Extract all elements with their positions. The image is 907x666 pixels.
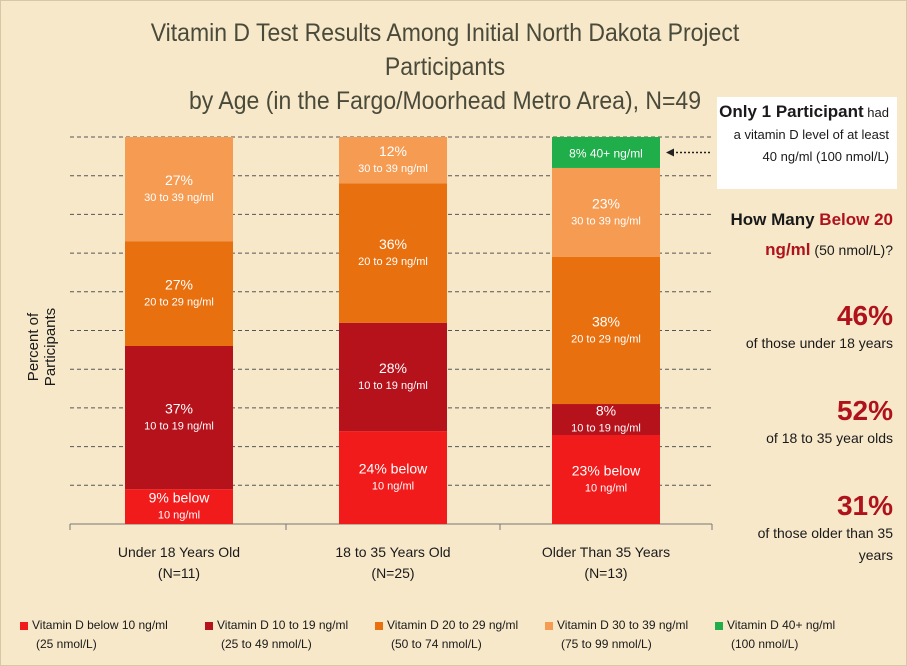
callout-line1-rest: had — [863, 105, 889, 120]
chart-title: Vitamin D Test Results Among Initial Nor… — [91, 16, 799, 118]
bar-segment — [552, 137, 660, 168]
data-label-range: 30 to 39 ng/ml — [144, 192, 214, 204]
data-label-pct: 28% — [379, 360, 407, 376]
stat-over-35: 31% of those older than 35 years — [743, 490, 893, 566]
bar-segment — [339, 322, 447, 432]
stat-pct: 52% — [836, 395, 893, 426]
data-label-pct: 38% — [592, 314, 620, 330]
bar-segment — [339, 183, 447, 323]
legend-item-20-29: Vitamin D 20 to 29 ng/ml (50 to 74 nmol/… — [375, 616, 518, 654]
question-line2-rest: (50 nmol/L)? — [810, 242, 893, 258]
data-label-range: 30 to 39 ng/ml — [571, 215, 641, 227]
legend-swatch — [20, 621, 28, 630]
legend-item-below-10: Vitamin D below 10 ng/ml (25 nmol/L) — [20, 616, 168, 654]
legend-swatch — [375, 621, 383, 630]
data-label-pct: 8% — [596, 403, 616, 419]
stat-18-35: 52% of 18 to 35 year olds — [766, 395, 893, 449]
legend-swatch — [205, 621, 213, 630]
legend-item-30-39: Vitamin D 30 to 39 ng/ml (75 to 99 nmol/… — [545, 616, 688, 654]
legend-unit: (100 nmol/L) — [731, 637, 799, 651]
callout-strong: Only 1 Participant — [719, 102, 864, 121]
data-label-pct: 9% below — [149, 490, 211, 506]
data-label-pct: 23% below — [572, 462, 641, 478]
legend-label: Vitamin D below 10 ng/ml — [32, 618, 168, 632]
data-label-pct: 36% — [379, 236, 407, 252]
data-label-range: 10 to 19 ng/ml — [358, 380, 428, 392]
legend-unit: (50 to 74 nmol/L) — [391, 637, 482, 651]
bar-segment — [125, 489, 233, 524]
legend-swatch — [545, 621, 553, 630]
legend-label: Vitamin D 10 to 19 ng/ml — [217, 618, 349, 632]
data-label-pct: 12% — [379, 143, 407, 159]
legend-unit: (25 to 49 nmol/L) — [221, 637, 312, 651]
question-part1: How Many — [730, 210, 820, 229]
bar-segment — [552, 256, 660, 405]
x-category-name: Under 18 Years Old — [117, 544, 241, 560]
legend-swatch — [715, 621, 723, 630]
bar-segment — [125, 345, 233, 490]
legend-label: Vitamin D 40+ ng/ml — [727, 618, 836, 632]
legend-unit: (25 nmol/L) — [36, 637, 97, 651]
data-label-pct: 24% below — [359, 461, 428, 477]
question-red: Below 20 — [819, 210, 893, 229]
question-line2-red: ng/ml — [765, 240, 811, 259]
legend-label: Vitamin D 30 to 39 ng/ml — [557, 618, 689, 632]
x-category-n: (N=13) — [584, 565, 628, 581]
bar-segment — [125, 241, 233, 346]
stat-pct: 46% — [836, 300, 893, 331]
callout-arrow-head — [666, 148, 674, 157]
x-category-name: 18 to 35 Years Old — [335, 544, 451, 560]
legend-label: Vitamin D 20 to 29 ng/ml — [387, 618, 519, 632]
data-label-range: 10 ng/ml — [158, 510, 200, 522]
bar-segment — [552, 167, 660, 257]
x-category-n: (N=11) — [157, 565, 201, 581]
callout-line2: a vitamin D level of at least — [733, 127, 889, 142]
bar-segment — [125, 137, 233, 242]
data-label-pct: 23% — [592, 195, 620, 211]
title-line-1: Vitamin D Test Results Among Initial Nor… — [150, 19, 740, 81]
data-label-range: 20 to 29 ng/ml — [358, 256, 428, 268]
data-label-range: 20 to 29 ng/ml — [144, 297, 214, 309]
bar-segment — [552, 404, 660, 435]
legend-item-10-19: Vitamin D 10 to 19 ng/ml (25 to 49 nmol/… — [205, 616, 348, 654]
stat-pct: 31% — [836, 490, 893, 521]
bar-segment — [339, 137, 447, 184]
stat-desc: of those older than 35 years — [757, 525, 893, 563]
question-block: How Many Below 20 ng/ml (50 nmol/L)? — [731, 205, 894, 265]
data-label-range: 10 to 19 ng/ml — [571, 423, 641, 435]
x-category-under-18: Under 18 Years Old (N=11) — [89, 542, 269, 584]
callout-box: Only 1 Participant had a vitamin D level… — [717, 97, 897, 189]
x-category-18-35: 18 to 35 Years Old (N=25) — [303, 542, 483, 584]
data-label-range: 10 to 19 ng/ml — [144, 421, 214, 433]
data-label-range: 10 ng/ml — [372, 481, 414, 493]
x-category-over-35: Older Than 35 Years (N=13) — [516, 542, 696, 584]
legend-item-40-plus: Vitamin D 40+ ng/ml (100 nmol/L) — [715, 616, 835, 654]
stat-desc: of those under 18 years — [745, 335, 893, 351]
title-line-2: by Age (in the Fargo/Moorhead Metro Area… — [188, 87, 702, 115]
data-label-pct: 27% — [165, 277, 193, 293]
data-label-range: 10 ng/ml — [585, 482, 627, 494]
stat-desc: of 18 to 35 year olds — [766, 430, 893, 446]
data-label-pct: 27% — [165, 172, 193, 188]
x-category-n: (N=25) — [371, 565, 415, 581]
x-category-name: Older Than 35 Years — [541, 544, 671, 560]
bar-segment — [552, 434, 660, 524]
bar-segment — [339, 431, 447, 524]
data-label-range: 20 to 29 ng/ml — [571, 334, 641, 346]
stat-under-18: 46% of those under 18 years — [746, 300, 893, 354]
data-label-pct: 8% 40+ ng/ml — [569, 146, 643, 160]
data-label-pct: 37% — [165, 401, 193, 417]
callout-line3: 40 ng/ml (100 nmol/L) — [762, 149, 889, 164]
legend-unit: (75 to 99 nmol/L) — [561, 637, 652, 651]
data-label-range: 30 to 39 ng/ml — [358, 163, 428, 175]
